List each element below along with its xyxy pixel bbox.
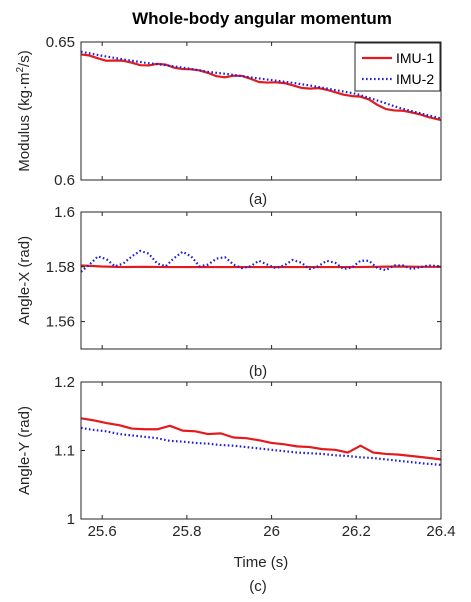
series-line-imu-1 <box>81 53 441 122</box>
x-axis-label: Time (s) <box>234 554 288 571</box>
y-tick-label: 0.65 <box>46 34 75 51</box>
y-axis-label: Modulus (kg·m2/s) <box>15 50 33 171</box>
legend-label-imu-1: IMU-1 <box>396 50 434 66</box>
legend-label-imu-2: IMU-2 <box>396 71 434 87</box>
legend-box <box>354 42 441 92</box>
panel-c: 1 1.1 1.2 25.6 25.8 26 26.2 26.4 Angle-Y (rad) (c… <box>16 374 456 595</box>
x-tick-label: 25.8 <box>172 523 201 540</box>
chart-title: Whole-body angular momentum <box>132 9 392 28</box>
y-tick-label: 1.6 <box>54 204 75 221</box>
panel-caption-a: (a) <box>249 191 267 208</box>
plot-frame <box>80 41 442 181</box>
y-tick-label: 1.56 <box>46 314 75 331</box>
y-tick-label: 0.6 <box>54 172 75 189</box>
y-tick-label: 1.2 <box>54 374 75 391</box>
series-line-imu-2 <box>81 426 441 466</box>
panel-b: 1.56 1.58 1.6 Angle-X (rad) (b) <box>16 204 442 380</box>
y-axis-label: Angle-Y (rad) <box>16 406 33 495</box>
plot-frame <box>80 381 442 520</box>
series-line-imu-2 <box>81 50 441 120</box>
x-tick-label: 26.4 <box>426 523 455 540</box>
plot-frame <box>80 211 442 350</box>
legend: IMU-1 IMU-2 <box>354 42 441 92</box>
panel-a: 0.6 0.65 Modulus (kg·m2/s) (a) <box>15 34 442 208</box>
x-tick-label: 26.2 <box>342 523 371 540</box>
plot-panels: 0.6 0.65 Modulus (kg·m2/s) (a) 1.56 1.58 1.6 An… <box>15 34 456 595</box>
series-line-imu-1 <box>81 264 441 269</box>
y-tick-label: 1 <box>67 511 75 528</box>
panel-caption-c: (c) <box>249 578 267 595</box>
y-axis-label: Angle-X (rad) <box>16 236 33 325</box>
series-line-imu-2 <box>81 249 441 273</box>
y-tick-label: 1.58 <box>46 259 75 276</box>
y-tick-label: 1.1 <box>54 443 75 460</box>
x-tick-label: 26 <box>263 523 280 540</box>
x-tick-label: 25.6 <box>88 523 117 540</box>
panel-caption-b: (b) <box>249 363 267 380</box>
series-line-imu-1 <box>81 417 441 461</box>
